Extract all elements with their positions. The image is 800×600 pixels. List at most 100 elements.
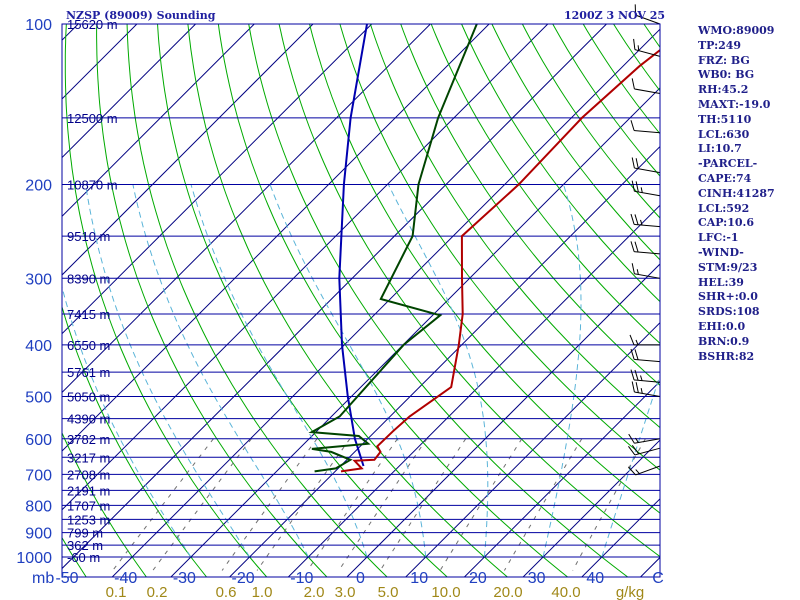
mixing-ratio-unit-label: g/kg [616,584,644,600]
wind-barb [630,213,661,228]
pressure-tick-label: 900 [25,526,52,543]
wind-barb [630,241,661,255]
temperature-tick-label: -20 [232,570,255,587]
wind-barb-flag [634,349,639,360]
wind-barb-flag [630,120,635,131]
height-label: 2708 m [67,467,110,482]
stat-item: LCL:592 [698,201,750,215]
height-label: 15620 m [67,17,118,32]
wind-barb-flag [631,180,635,192]
temperature-tick-label: -30 [173,570,196,587]
temperature-tick-label: 40 [586,570,604,587]
wind-barb-half-flag [637,45,640,51]
wind-barb [631,263,661,279]
wind-barb-flag [628,446,636,456]
grid-layer [0,19,660,577]
wind-barb-staff [634,49,661,57]
wind-barb [633,38,661,57]
dry-adiabat-line [187,24,508,577]
stat-item: STM:9/23 [698,260,758,274]
stat-item: WMO:89009 [698,24,775,37]
mixing-ratio-label: 10.0 [431,584,460,600]
wind-barb-staff [634,273,661,279]
wind-barb [629,334,660,346]
dry-adiabat-line [461,24,660,303]
parcel-line [338,24,368,467]
isotherm-line [111,28,660,577]
wind-barb-flag [635,382,639,393]
isotherm-line [463,380,660,577]
stat-item: -WIND- [698,245,744,259]
wind-barb-staff [634,438,661,444]
dry-adiabat-line [0,19,26,577]
wind-barb-half-flag [640,388,643,394]
stat-item: WB0: BG [698,68,755,82]
height-label: 1707 m [67,498,110,513]
wind-barb-half-flag [635,469,640,474]
wind-barb [631,157,661,174]
wind-barb [630,120,661,134]
temperature-tick-label: 10 [410,570,428,587]
dry-adiabat-line [400,24,660,387]
dry-adiabat-line [309,24,660,514]
dry-adiabat-line [157,24,448,577]
stat-item: -PARCEL- [698,157,758,171]
wind-barb-flag [631,78,635,90]
dry-adiabat-line [552,24,660,177]
dewpoint-line [308,24,478,473]
stat-item: SHR+:0.0 [698,290,758,304]
wind-barb-half-flag [640,219,643,226]
dry-adiabat-line [64,24,268,577]
height-label: 7415 m [67,307,110,322]
height-label: 3217 m [67,450,110,465]
dry-adiabat-line [491,24,660,261]
isotherm-line [62,24,549,511]
height-label: 12500 m [67,111,118,126]
isotherm-line [62,24,608,570]
mixing-ratio-line [221,438,318,571]
height-label: 4390 m [67,412,110,427]
pressure-tick-label: 1000 [16,550,52,567]
stat-item: RH:45.2 [698,83,749,97]
stat-item: HEL:39 [698,275,744,289]
mixing-ratio-line [256,438,351,571]
height-label: 3782 m [67,432,110,447]
isotherm-line [62,24,432,394]
pressure-tick-label: 300 [25,271,52,288]
dry-adiabat-line [62,305,207,577]
dry-adiabat-line [278,24,660,558]
moist-adiabat-line [132,184,309,558]
mixing-ratio-label: 20.0 [493,584,522,600]
wind-barb [631,381,661,398]
wind-barb [628,433,661,444]
wind-barb-half-flag [640,187,643,193]
mixing-ratio-line [112,438,214,571]
dry-adiabat-line [521,24,660,219]
stat-item: TP:249 [698,38,742,52]
mixing-ratio-line [503,438,583,571]
temperature-tick-label: -40 [114,570,137,587]
pressure-tick-label: 500 [25,390,52,407]
wind-barb-staff [634,447,661,456]
isotherm-line [404,321,660,577]
height-label: 5761 m [67,365,110,380]
wind-barb-flag [630,241,635,252]
stat-item: BRN:0.9 [698,334,750,348]
stat-item: LI:10.7 [698,142,742,156]
wind-barb [628,444,661,456]
dry-adiabat-line [96,24,328,577]
stat-item: SRDS:108 [698,305,760,319]
mixing-ratio-line [152,438,252,571]
wind-barb-half-flag [640,375,643,381]
stat-item: TH:5110 [698,112,752,126]
wind-barb-flag [631,157,635,169]
pressure-tick-label: 800 [25,498,52,515]
temperature-tick-label: -50 [55,570,78,587]
wind-barb-flag [630,369,635,381]
stat-item: BSHR:82 [698,349,755,363]
pressure-unit-label: mb [32,570,54,587]
wind-barb [630,369,661,383]
mixing-ratio-label: 5.0 [378,584,399,600]
wind-barb-flag [630,348,635,360]
